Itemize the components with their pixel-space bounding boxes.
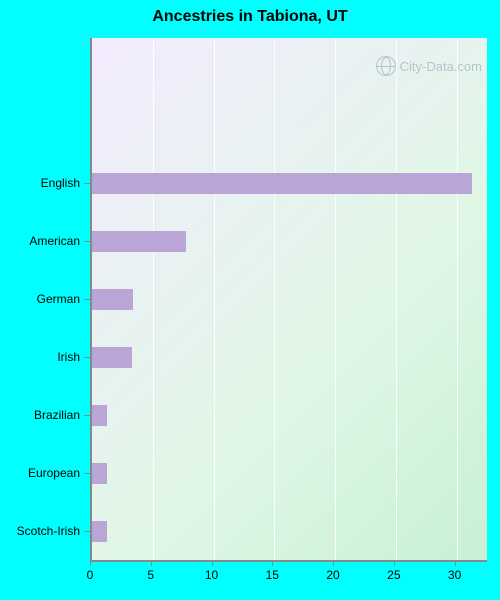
x-tick xyxy=(333,560,334,566)
grid-line xyxy=(396,38,397,560)
x-tick-label: 30 xyxy=(448,568,461,582)
y-tick xyxy=(84,357,90,358)
y-tick-label: American xyxy=(0,234,80,248)
x-tick-label: 10 xyxy=(205,568,218,582)
y-tick xyxy=(84,241,90,242)
bar xyxy=(92,405,107,426)
y-tick xyxy=(84,299,90,300)
y-tick-label: English xyxy=(0,176,80,190)
chart-title: Ancestries in Tabiona, UT xyxy=(0,0,500,26)
plot-area xyxy=(90,38,487,562)
x-tick-label: 5 xyxy=(147,568,154,582)
grid-line xyxy=(153,38,154,560)
bar xyxy=(92,231,186,252)
bar xyxy=(92,463,107,484)
x-tick-label: 20 xyxy=(326,568,339,582)
y-tick xyxy=(84,415,90,416)
bar xyxy=(92,173,472,194)
y-tick-label: European xyxy=(0,466,80,480)
y-tick-label: Brazilian xyxy=(0,408,80,422)
bar xyxy=(92,347,132,368)
watermark-text: City-Data.com xyxy=(400,59,482,74)
x-tick xyxy=(90,560,91,566)
bar xyxy=(92,521,107,542)
grid-line xyxy=(214,38,215,560)
y-tick-label: Irish xyxy=(0,350,80,364)
x-tick xyxy=(394,560,395,566)
grid-line xyxy=(335,38,336,560)
chart-container: Ancestries in Tabiona, UT City-Data.com … xyxy=(0,0,500,600)
grid-line xyxy=(457,38,458,560)
bar xyxy=(92,289,133,310)
y-tick xyxy=(84,473,90,474)
y-tick xyxy=(84,183,90,184)
watermark: City-Data.com xyxy=(376,56,482,76)
x-tick-label: 0 xyxy=(87,568,94,582)
y-tick-label: Scotch-Irish xyxy=(0,524,80,538)
grid-line xyxy=(274,38,275,560)
x-tick xyxy=(151,560,152,566)
x-tick-label: 15 xyxy=(266,568,279,582)
x-tick xyxy=(212,560,213,566)
y-tick xyxy=(84,531,90,532)
y-tick-label: German xyxy=(0,292,80,306)
x-tick-label: 25 xyxy=(387,568,400,582)
globe-icon xyxy=(376,56,396,76)
x-tick xyxy=(455,560,456,566)
x-tick xyxy=(272,560,273,566)
